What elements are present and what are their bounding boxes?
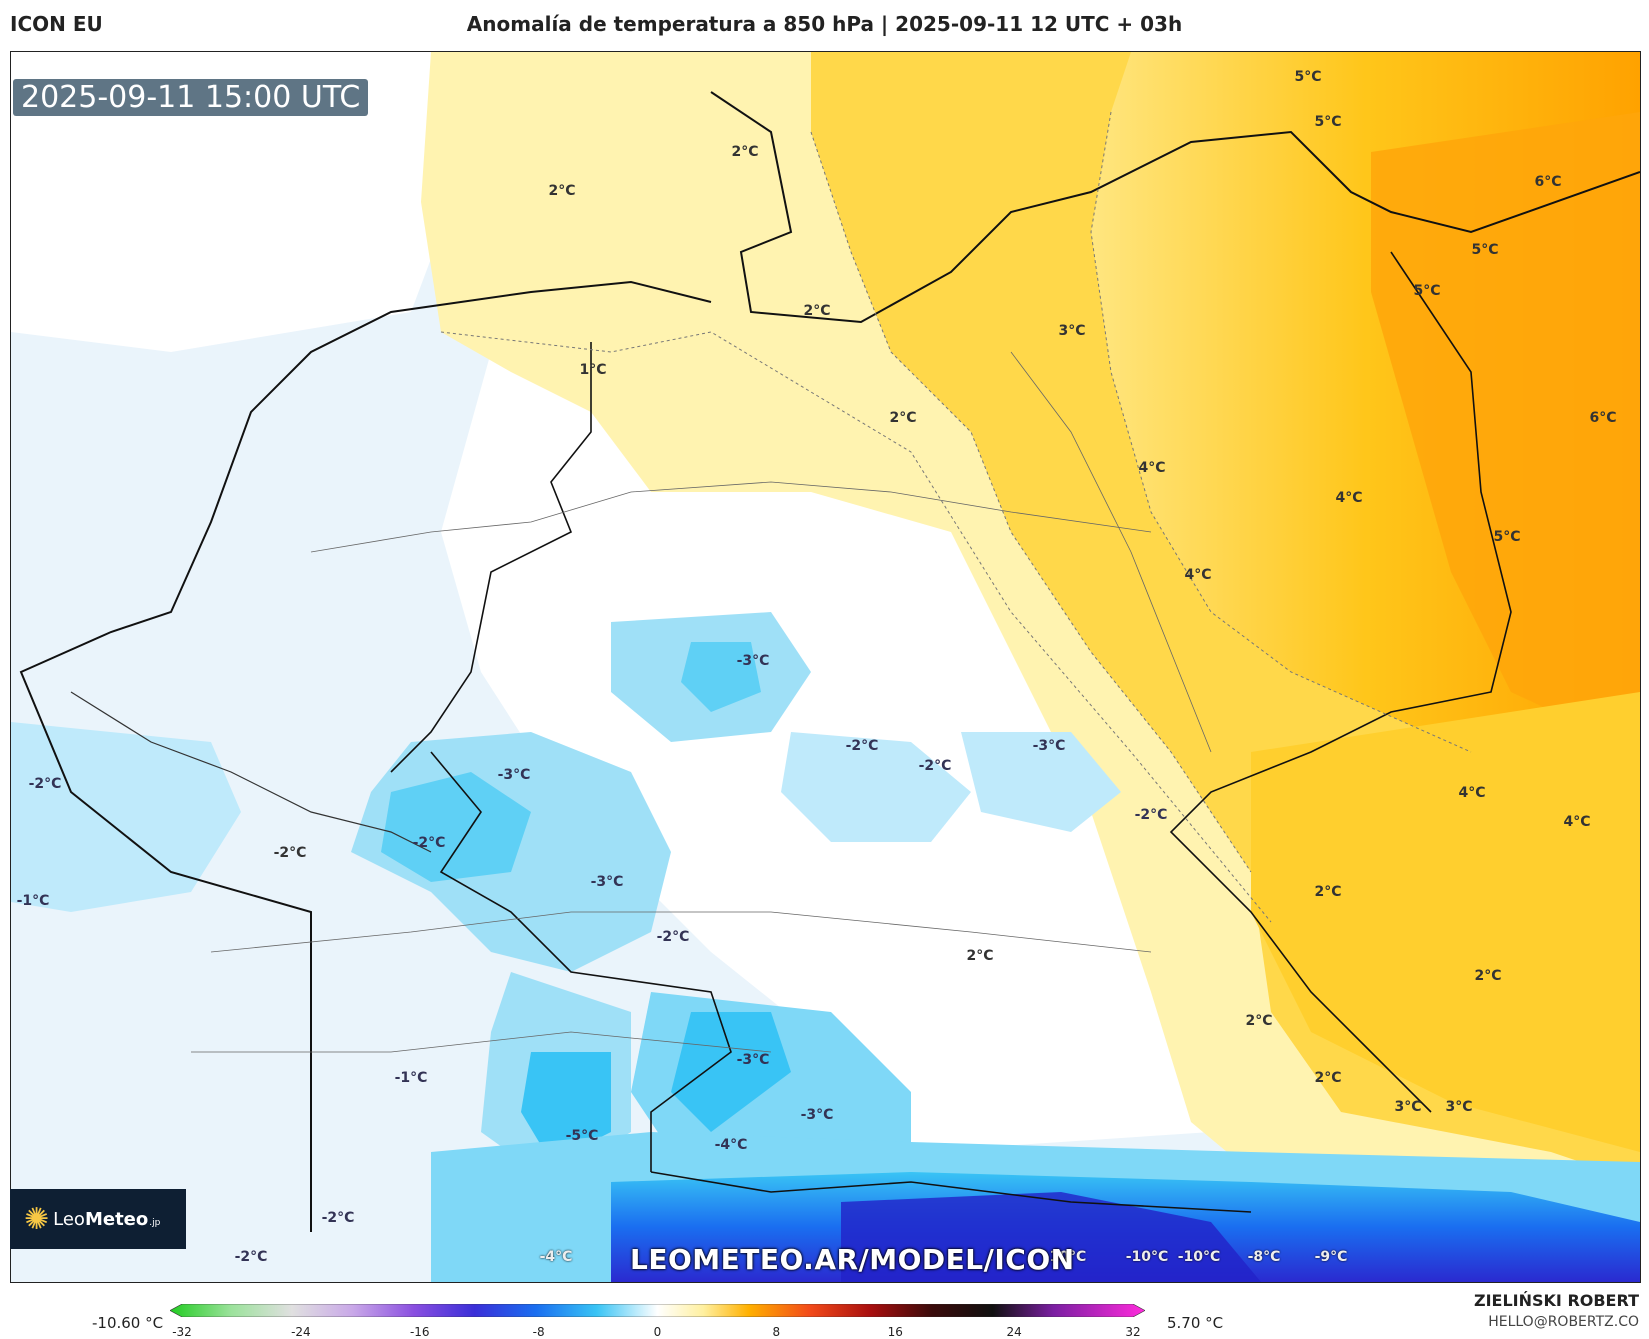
map-label: 2°C [803,303,831,319]
cold-patch-south-west-core [521,1052,611,1162]
alps-coldest [841,1192,1261,1282]
colorbar-tick-label: 0 [653,1325,662,1339]
colorbar-tick-label: -8 [532,1325,545,1339]
anomaly-map [11,52,1640,1282]
coastline-west [19,280,712,1232]
cold-patch-mid [781,732,971,842]
map-label: -2°C [412,835,446,851]
contour-4 [1090,111,1472,753]
cold-patch-east [961,732,1121,832]
map-label: 4°C [1138,460,1166,476]
map-label: 6°C [1589,410,1617,426]
colorbar-tick-label: 32 [1125,1325,1141,1339]
map-label: -2°C [321,1210,355,1226]
leometeo-logo: ✺ LeoMeteo.jp [10,1189,186,1249]
border-be [70,691,432,853]
map-label: -2°C [28,776,62,792]
map-label: -8°C [1247,1249,1281,1265]
sun-icon: ✺ [24,1201,50,1237]
coastline-baltic [710,91,1640,324]
map-label: -10°C [1177,1249,1221,1265]
map-label: 6°C [1534,174,1562,190]
map-label: 2°C [1314,1070,1342,1086]
map-label: -3°C [800,1107,834,1123]
map-label: -10°C [1125,1249,1169,1265]
map-label: -4°C [539,1249,573,1265]
border-de-pl-cz [1169,251,1512,1113]
map-label: 5°C [1294,69,1322,85]
map-label: 2°C [889,410,917,426]
warm-area-max [1371,112,1640,752]
map-label: -2°C [845,738,879,754]
map-label: -1°C [394,1070,428,1086]
author-email: HELLO@ROBERTZ.CO [1488,1314,1639,1330]
map-label: -3°C [497,767,531,783]
map-label: -5°C [565,1128,599,1144]
map-panel: 2025-09-11 15:00 UTC 5°C 5°C 2°C 2°C 6°C… [10,51,1641,1283]
admin-boundary-2 [210,911,1152,953]
map-label: 2°C [966,948,994,964]
map-label: 1°C [579,362,607,378]
warm-area-southeast [1251,692,1640,1152]
admin-boundary-4 [1010,351,1212,753]
contour-0 [440,331,1272,923]
map-label: 2°C [1314,884,1342,900]
cold-patch-south-core [671,1012,791,1132]
map-label: -2°C [273,845,307,861]
border-fr-de [430,751,732,1172]
map-label: -1°C [16,893,50,909]
colorbar-tick-label: 16 [887,1325,903,1339]
map-label: 2°C [731,144,759,160]
map-label: 2°C [548,183,576,199]
map-label: 4°C [1335,490,1363,506]
map-label: -3°C [1032,738,1066,754]
colorbar-tick-label: 24 [1006,1325,1022,1339]
colorbar-tick-label: -32 [172,1325,192,1339]
map-label: -4°C [714,1137,748,1153]
map-label: 2°C [1245,1013,1273,1029]
map-label: -2°C [918,758,952,774]
map-label: -2°C [656,929,690,945]
map-label: 4°C [1563,814,1591,830]
map-label: 3°C [1394,1099,1422,1115]
map-label: 3°C [1445,1099,1473,1115]
chart-title: Anomalía de temperatura a 850 hPa | 2025… [466,12,1183,36]
model-name: ICON EU [10,12,103,36]
colorbar [170,1304,1145,1317]
map-label: 5°C [1493,529,1521,545]
border-nl-de [390,342,592,773]
sea-area [11,52,441,352]
map-label: -9°C [1314,1249,1348,1265]
map-label: 4°C [1184,567,1212,583]
colorbar-max-label: 5.70 °C [1167,1314,1224,1332]
map-label: -3°C [736,1052,770,1068]
author-name: ZIELIŃSKI ROBERT [1473,1291,1639,1310]
map-label: -3°C [590,874,624,890]
cold-patch-far-west [11,722,241,912]
map-label: 5°C [1471,242,1499,258]
colorbar-ticks: -32 -24 -16 -8 0 8 16 24 32 [0,1325,1649,1339]
map-label: 2°C [1474,968,1502,984]
colorbar-tick-label: -24 [291,1325,311,1339]
valid-time-badge: 2025-09-11 15:00 UTC [13,79,369,116]
cold-patch-west-core [381,772,531,882]
map-label: -10°C [1043,1249,1087,1265]
admin-boundary-1 [310,481,1152,553]
map-label: 5°C [1413,283,1441,299]
colorbar-tick-label: -16 [409,1325,430,1339]
map-label: -2°C [234,1249,268,1265]
map-label: -2°C [1134,807,1168,823]
map-label: 5°C [1314,114,1342,130]
map-label: 3°C [1058,323,1086,339]
colorbar-min-label: -10.60 °C [92,1314,164,1332]
map-label: -3°C [736,653,770,669]
map-label: 4°C [1458,785,1486,801]
colorbar-tick-label: 8 [772,1325,781,1339]
border-alps [650,1171,1252,1213]
cold-patch-center-core [681,642,761,712]
source-watermark: LEOMETEO.AR/MODEL/ICON [630,1243,1075,1276]
logo-text: LeoMeteo.jp [53,1208,161,1230]
contour-2 [810,131,1252,873]
admin-boundary-3 [191,1031,772,1053]
